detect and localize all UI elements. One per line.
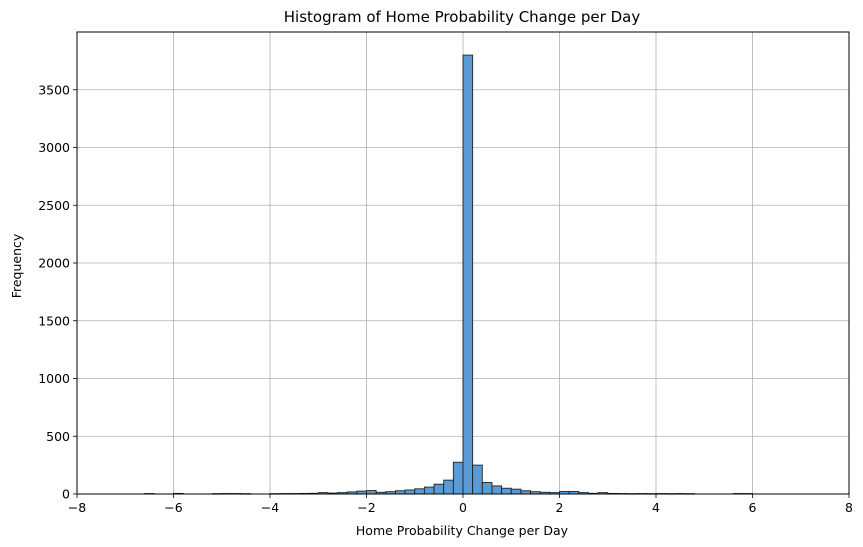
x-tick-label: −4 bbox=[261, 500, 279, 515]
x-axis-ticks: −8 −6 −4 −2 0 2 4 6 8 bbox=[68, 494, 853, 515]
histogram-bar bbox=[366, 490, 377, 495]
x-tick-label: 8 bbox=[845, 500, 853, 515]
y-axis-label: Frequency bbox=[9, 233, 24, 298]
x-tick-label: −2 bbox=[357, 500, 375, 515]
x-tick-label: 2 bbox=[556, 500, 564, 515]
x-tick-label: 0 bbox=[459, 500, 467, 515]
x-tick-label: −8 bbox=[68, 500, 86, 515]
histogram-bar bbox=[491, 485, 503, 495]
y-tick-label: 2500 bbox=[38, 198, 70, 213]
histogram-bar bbox=[414, 488, 425, 495]
histogram-bar bbox=[404, 489, 416, 495]
chart-title: Histogram of Home Probability Change per… bbox=[284, 8, 641, 26]
x-tick-label: −6 bbox=[164, 500, 182, 515]
y-tick-label: 3500 bbox=[38, 82, 70, 97]
histogram-bar bbox=[423, 486, 435, 495]
x-tick-label: 4 bbox=[652, 500, 660, 515]
histogram-bar bbox=[433, 483, 445, 495]
y-axis-ticks: 0 500 1000 1500 2000 2500 3000 3500 bbox=[38, 82, 77, 502]
y-tick-label: 3000 bbox=[38, 140, 70, 155]
histogram-bar bbox=[481, 482, 493, 495]
y-tick-label: 2000 bbox=[38, 256, 70, 271]
y-tick-label: 1000 bbox=[38, 371, 70, 386]
y-tick-label: 500 bbox=[46, 429, 70, 444]
y-tick-label: 1500 bbox=[38, 313, 70, 328]
histogram-bar bbox=[501, 487, 512, 495]
y-tick-label: 0 bbox=[62, 487, 70, 502]
histogram-bar bbox=[462, 54, 474, 495]
histogram-bar bbox=[443, 479, 454, 495]
histogram-bar bbox=[472, 464, 483, 495]
histogram-bar bbox=[452, 461, 464, 495]
x-axis-label: Home Probability Change per Day bbox=[356, 523, 569, 538]
histogram-bar bbox=[510, 488, 522, 495]
x-tick-label: 6 bbox=[749, 500, 757, 515]
